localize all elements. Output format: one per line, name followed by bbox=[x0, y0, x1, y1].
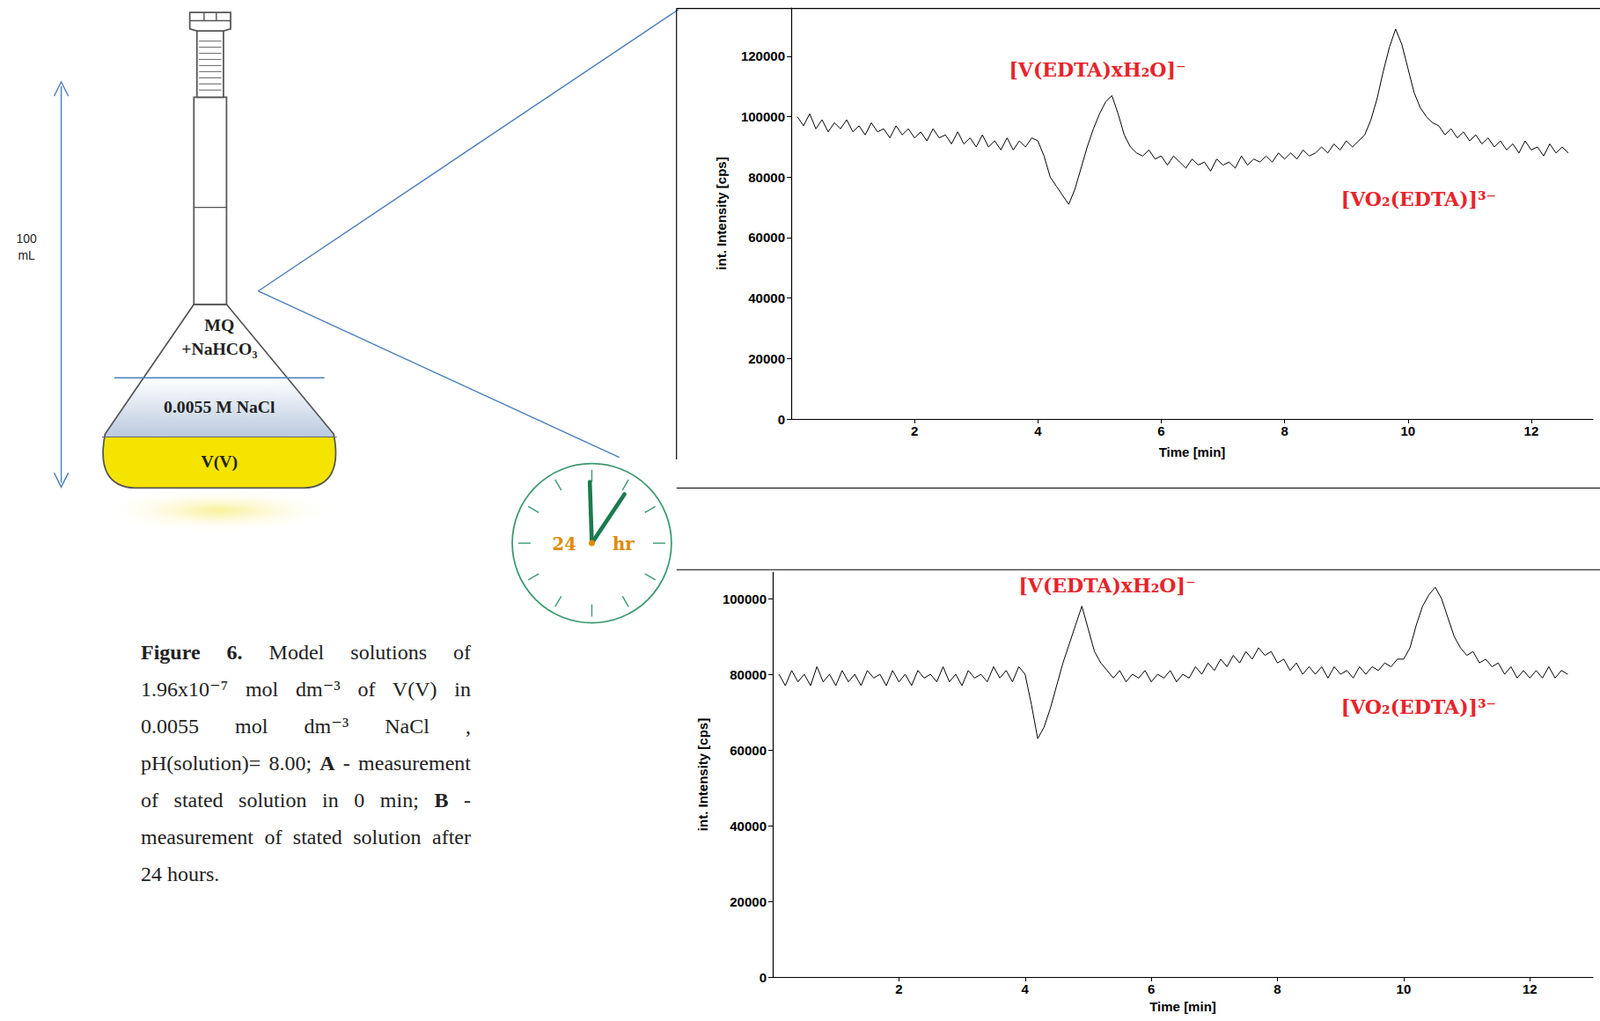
svg-text:hr: hr bbox=[612, 533, 635, 555]
svg-text:2: 2 bbox=[910, 423, 918, 439]
svg-text:0.0055 M NaCl: 0.0055 M NaCl bbox=[163, 396, 276, 417]
svg-text:[V(EDTA)xH₂O]⁻: [V(EDTA)xH₂O]⁻ bbox=[1018, 573, 1196, 597]
svg-text:60000: 60000 bbox=[748, 229, 786, 245]
svg-text:100000: 100000 bbox=[741, 109, 786, 125]
svg-text:0: 0 bbox=[777, 411, 786, 427]
svg-text:int. Intensity [cps]: int. Intensity [cps] bbox=[713, 156, 729, 270]
svg-text:4: 4 bbox=[1021, 981, 1030, 997]
svg-text:80000: 80000 bbox=[729, 667, 767, 683]
svg-text:10: 10 bbox=[1396, 981, 1412, 997]
svg-text:mL: mL bbox=[17, 248, 36, 263]
svg-text:0: 0 bbox=[759, 969, 767, 985]
svg-text:40000: 40000 bbox=[729, 818, 767, 834]
svg-text:8: 8 bbox=[1273, 981, 1281, 997]
svg-text:Time [min]: Time [min] bbox=[1159, 444, 1226, 460]
svg-text:4: 4 bbox=[1034, 423, 1043, 439]
svg-text:20000: 20000 bbox=[729, 894, 767, 910]
svg-text:V(V): V(V) bbox=[200, 451, 238, 472]
svg-text:6: 6 bbox=[1157, 423, 1165, 439]
svg-text:60000: 60000 bbox=[729, 742, 767, 758]
svg-text:[VO₂(EDTA)]³⁻: [VO₂(EDTA)]³⁻ bbox=[1341, 187, 1497, 211]
svg-text:[V(EDTA)xH₂O]⁻: [V(EDTA)xH₂O]⁻ bbox=[1008, 58, 1186, 81]
svg-text:[VO₂(EDTA)]³⁻: [VO₂(EDTA)]³⁻ bbox=[1341, 695, 1497, 719]
html-text:Figure 6. Model solutions of 1: Figure 6. Model solutions of 1.96x10⁻⁷ m… bbox=[140, 640, 471, 886]
svg-text:Time [min]: Time [min] bbox=[1149, 998, 1217, 1014]
svg-text:20000: 20000 bbox=[748, 351, 786, 367]
svg-text:2: 2 bbox=[895, 981, 903, 997]
svg-text:8: 8 bbox=[1280, 423, 1288, 439]
svg-text:100: 100 bbox=[16, 231, 37, 246]
svg-text:int. Intensity [cps]: int. Intensity [cps] bbox=[695, 718, 711, 831]
svg-text:+NaHCO₃: +NaHCO₃ bbox=[181, 338, 257, 359]
svg-text:24: 24 bbox=[551, 533, 576, 555]
svg-text:12: 12 bbox=[1524, 423, 1540, 439]
svg-text:10: 10 bbox=[1400, 423, 1416, 439]
svg-text:100000: 100000 bbox=[722, 591, 767, 607]
svg-text:120000: 120000 bbox=[741, 48, 786, 64]
svg-text:MQ: MQ bbox=[204, 315, 235, 335]
svg-text:12: 12 bbox=[1522, 981, 1538, 997]
svg-text:40000: 40000 bbox=[748, 290, 786, 306]
svg-text:80000: 80000 bbox=[748, 169, 786, 185]
svg-text:6: 6 bbox=[1147, 981, 1155, 997]
